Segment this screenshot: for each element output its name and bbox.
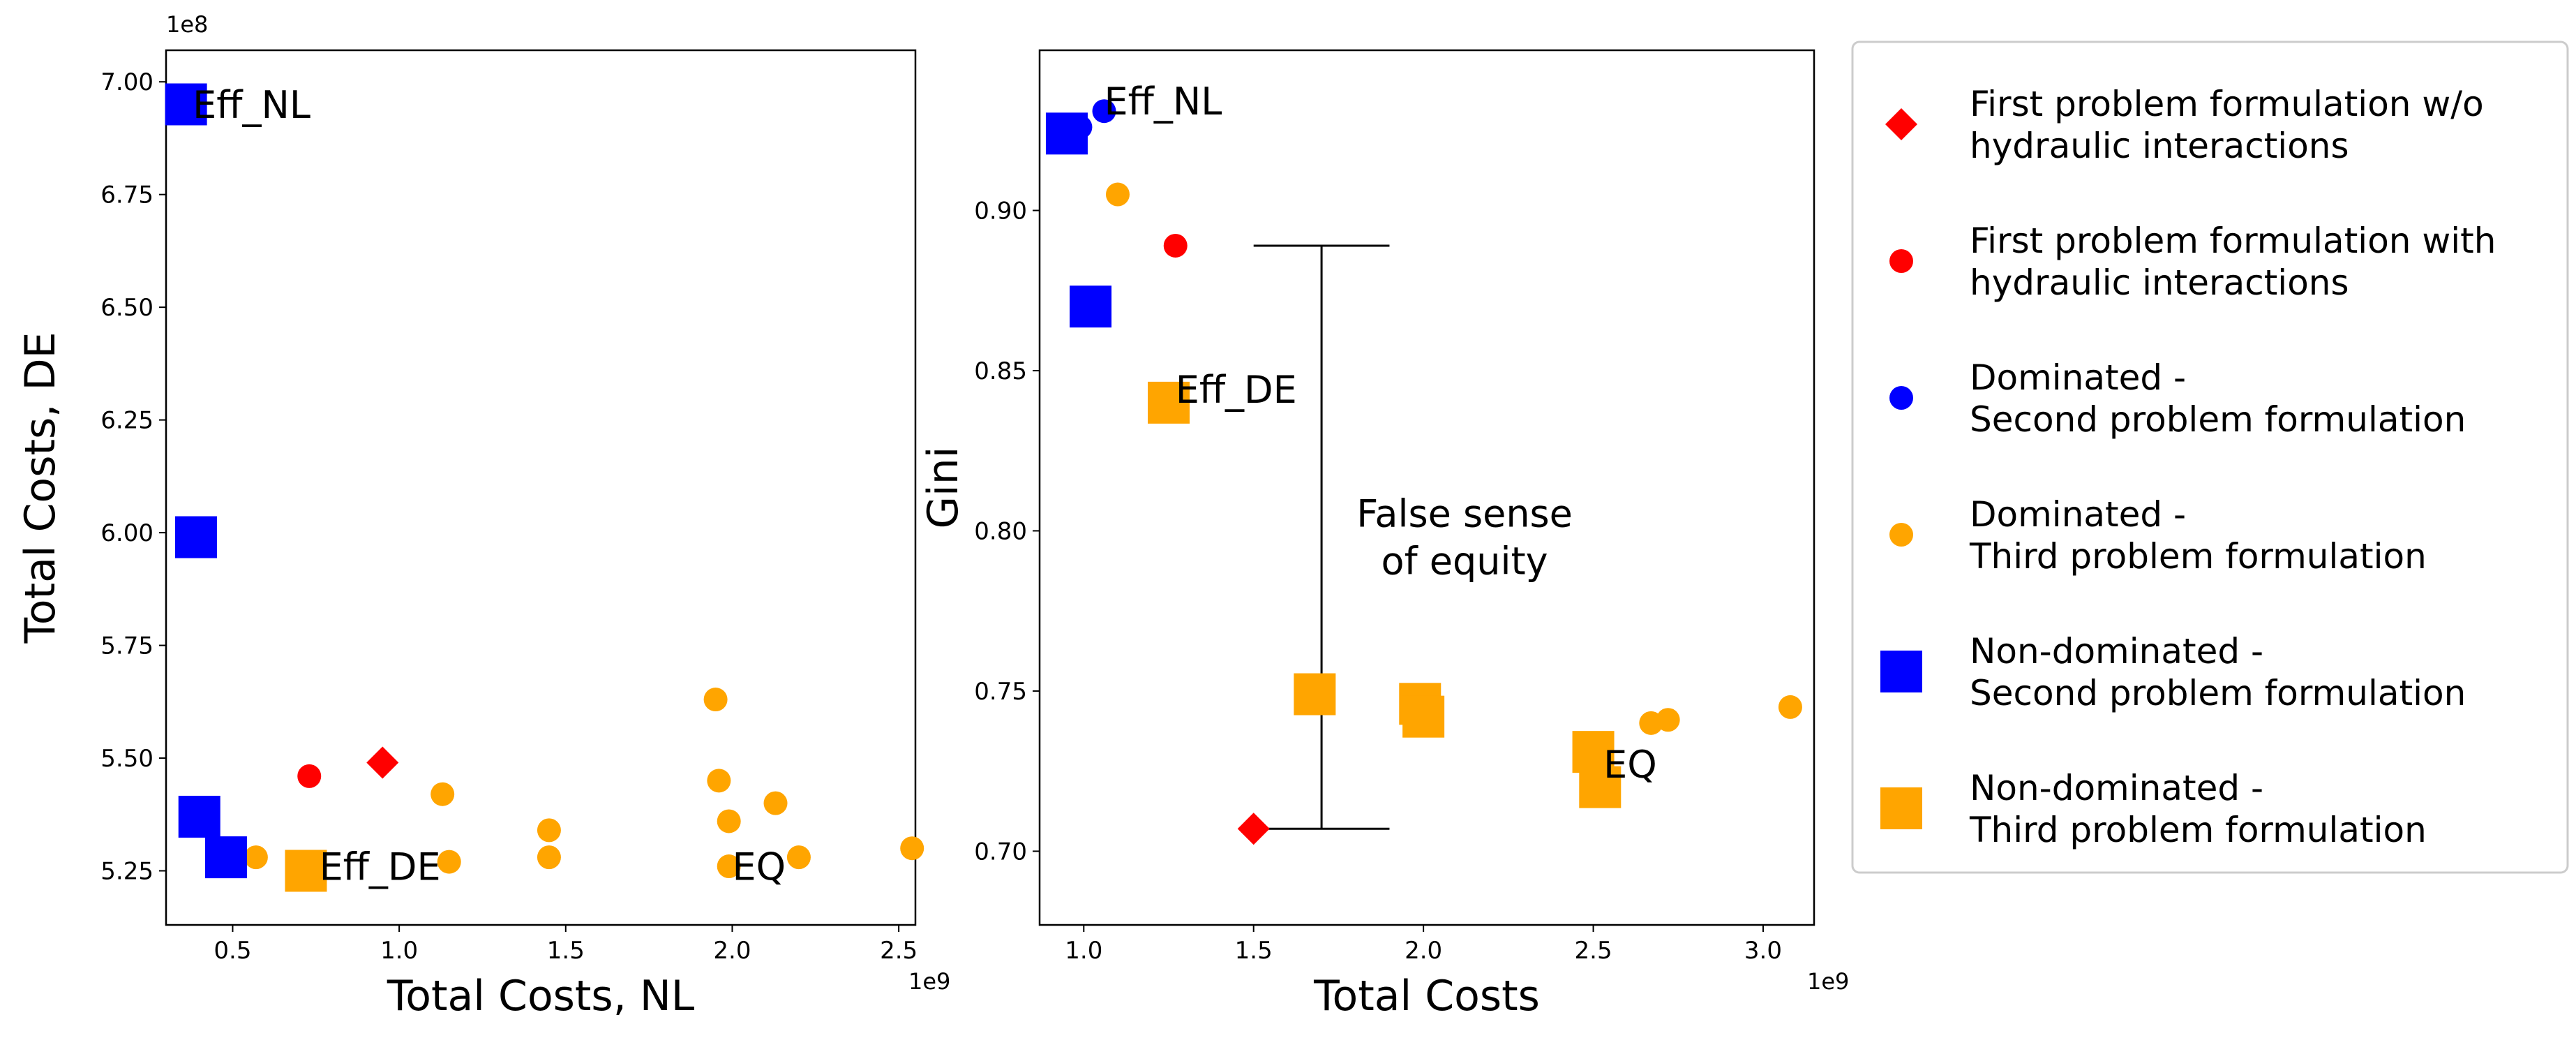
data-point <box>1778 695 1802 719</box>
x-tick-label: 3.0 <box>1744 937 1782 965</box>
data-point <box>366 746 399 779</box>
y-tick-label: 6.50 <box>100 294 153 322</box>
data-point <box>1148 381 1190 424</box>
point-annotation-label: Eff_NL <box>193 83 310 127</box>
data-point <box>1092 99 1116 124</box>
legend-entry-label: Second problem formulation <box>1970 399 2466 440</box>
data-point <box>1402 695 1445 738</box>
bracket-annotation-text: of equity <box>1381 540 1548 584</box>
point-annotation-label: Eff_DE <box>1176 368 1297 412</box>
x-axis-label: Total Costs <box>1313 972 1540 1021</box>
data-point <box>1656 708 1680 732</box>
y-tick-label: 5.25 <box>100 857 153 885</box>
data-point <box>1045 112 1088 155</box>
legend-entry-label: Dominated - <box>1970 357 2186 398</box>
data-point <box>244 845 268 870</box>
legend-entry-label: Third problem formulation <box>1969 810 2427 850</box>
legend-box <box>1851 40 2569 874</box>
y-axis-label: Total Costs, DE <box>16 332 65 644</box>
bracket-annotation-text: False sense <box>1356 492 1573 536</box>
data-point <box>437 850 461 874</box>
x-tick-label: 2.5 <box>1575 937 1612 965</box>
legend-marker <box>1880 787 1922 829</box>
data-point <box>717 854 741 879</box>
y-tick-label: 6.75 <box>100 181 153 209</box>
data-point <box>1237 813 1270 845</box>
plot-area-frame <box>165 49 917 926</box>
data-point <box>717 809 741 833</box>
data-point <box>537 818 561 843</box>
legend-entry-label: Non-dominated - <box>1970 768 2263 808</box>
legend-entry-label: Second problem formulation <box>1970 673 2466 713</box>
plot-area-frame <box>1038 49 1815 926</box>
data-point <box>430 782 455 806</box>
y-tick-label: 0.80 <box>974 517 1027 545</box>
data-point <box>786 845 811 870</box>
data-point <box>707 769 731 793</box>
x-tick-label: 1.5 <box>1235 937 1273 965</box>
x-tick-label: 2.0 <box>1405 937 1442 965</box>
data-point <box>174 516 217 558</box>
y-tick-label: 0.85 <box>974 357 1027 385</box>
legend-entry-label: First problem formulation w/o <box>1970 84 2484 124</box>
point-annotation-label: Eff_NL <box>1104 80 1222 124</box>
data-point <box>1070 286 1112 328</box>
x-axis-label: Total Costs, NL <box>387 972 695 1021</box>
y-tick-label: 7.00 <box>100 68 153 96</box>
data-point <box>900 836 924 861</box>
data-point <box>1572 731 1615 773</box>
y-tick-label: 0.90 <box>974 197 1027 225</box>
x-tick-label: 1.0 <box>1065 937 1102 965</box>
x-axis-offset-text: 1e9 <box>908 968 950 995</box>
x-tick-label: 1.5 <box>547 937 585 965</box>
point-annotation-label: EQ <box>732 845 786 889</box>
x-tick-label: 0.5 <box>214 937 251 965</box>
legend-entry-label: hydraulic interactions <box>1970 262 2349 303</box>
data-point <box>1105 182 1130 207</box>
y-axis-label: Gini <box>919 447 968 529</box>
legend-entry-label: Third problem formulation <box>1969 536 2427 577</box>
data-point <box>1579 766 1622 808</box>
data-point <box>537 845 561 870</box>
left-scatter-panel: 0.5 1.0 1.5 2.0 2.5 5.25 5.50 5.75 6.00 6.25 6.50 6… <box>16 11 950 1021</box>
y-tick-label: 5.50 <box>100 745 153 773</box>
y-tick-label: 0.70 <box>974 838 1027 866</box>
y-axis-offset-text: 1e8 <box>166 11 208 38</box>
data-point <box>285 850 327 892</box>
legend-entry-label: Dominated - <box>1970 494 2186 535</box>
data-point <box>165 83 207 126</box>
legend-entry-label: Non-dominated - <box>1970 631 2263 672</box>
x-tick-label: 2.5 <box>880 937 918 965</box>
right-scatter-panel: 1.0 1.5 2.0 2.5 3.0 0.70 0.75 0.80 0.85 0.90 1e9 To… <box>919 49 1849 1021</box>
x-tick-label: 2.0 <box>713 937 751 965</box>
legend-marker <box>1889 249 1913 273</box>
data-point <box>1294 673 1336 716</box>
y-tick-label: 6.00 <box>100 519 153 547</box>
legend-entry-label: hydraulic interactions <box>1970 126 2349 166</box>
legend-entry-label: First problem formulation with <box>1970 221 2496 261</box>
legend-marker <box>1885 108 1917 140</box>
data-point <box>703 688 728 712</box>
data-point <box>763 791 788 815</box>
data-point <box>178 795 220 838</box>
point-annotation-label: Eff_DE <box>320 845 441 889</box>
data-point <box>1163 233 1188 258</box>
y-tick-label: 5.75 <box>100 632 153 660</box>
legend-marker <box>1889 523 1913 547</box>
x-tick-label: 1.0 <box>380 937 418 965</box>
data-point <box>297 764 322 788</box>
x-axis-offset-text: 1e9 <box>1807 968 1849 995</box>
legend-marker <box>1880 651 1922 692</box>
legend-marker <box>1889 386 1913 410</box>
point-annotation-label: EQ <box>1603 743 1657 787</box>
data-point <box>204 836 247 879</box>
y-tick-label: 0.75 <box>974 678 1027 706</box>
y-tick-label: 6.25 <box>100 407 153 435</box>
